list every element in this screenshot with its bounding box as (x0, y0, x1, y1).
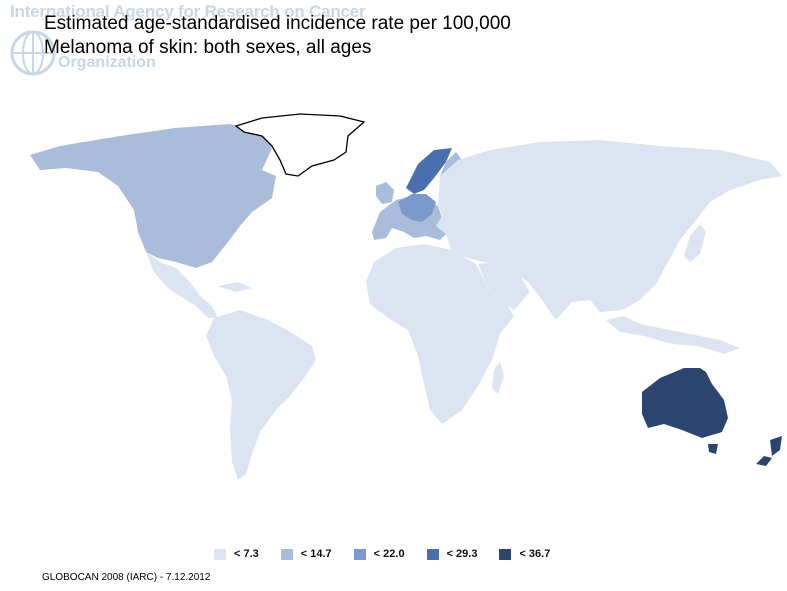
iarc-watermark: International Agency for Research on Can… (6, 2, 366, 80)
region-tasmania (708, 444, 718, 454)
map-titles: Estimated age-standardised incidence rat… (44, 12, 511, 60)
world-map (30, 113, 782, 480)
region-british-isles (376, 182, 394, 204)
legend-item: < 7.3 (214, 548, 259, 560)
legend-label: < 14.7 (300, 548, 332, 560)
source-note: GLOBOCAN 2008 (IARC) - 7.12.2012 (42, 572, 211, 583)
region-australia (642, 368, 728, 438)
watermark-org-line2: Organization (58, 54, 156, 71)
legend-swatch (499, 548, 512, 560)
legend-item: < 14.7 (280, 548, 332, 560)
legend-swatch (353, 548, 366, 560)
legend-item: < 36.7 (499, 548, 550, 560)
legend-label: < 22.0 (373, 548, 405, 560)
region-south-america (206, 310, 316, 480)
region-greenland (234, 113, 366, 177)
legend-swatch (280, 548, 293, 560)
map-title: Estimated age-standardised incidence rat… (44, 13, 511, 34)
region-new-zealand (756, 436, 782, 466)
region-caribbean (218, 282, 252, 292)
legend-label: < 36.7 (519, 548, 551, 560)
region-arabia (478, 262, 530, 310)
map-subtitle: Melanoma of skin: both sexes, all ages (44, 37, 372, 58)
legend-swatch (214, 548, 226, 560)
region-se-asia-islands (606, 316, 740, 354)
legend-label: < 7.3 (234, 548, 259, 560)
legend-item: < 22.0 (353, 548, 405, 560)
legend-swatch (426, 548, 439, 560)
region-madagascar (492, 362, 504, 394)
region-scandinavia (406, 148, 452, 194)
watermark-org-line: International Agency for Research on Can… (10, 2, 366, 21)
region-northern-europe (398, 194, 436, 222)
region-africa (366, 244, 514, 424)
legend-item: < 29.3 (426, 548, 478, 560)
region-eurasia (436, 140, 782, 320)
region-japan (684, 224, 706, 262)
region-central-america (146, 252, 218, 318)
legend-label: < 29.3 (446, 548, 478, 560)
map-legend: < 7.3 < 14.7 < 22.0 < 29.3 < 36.7 (214, 548, 550, 560)
region-north-america (30, 124, 276, 268)
who-emblem-icon (10, 30, 56, 76)
